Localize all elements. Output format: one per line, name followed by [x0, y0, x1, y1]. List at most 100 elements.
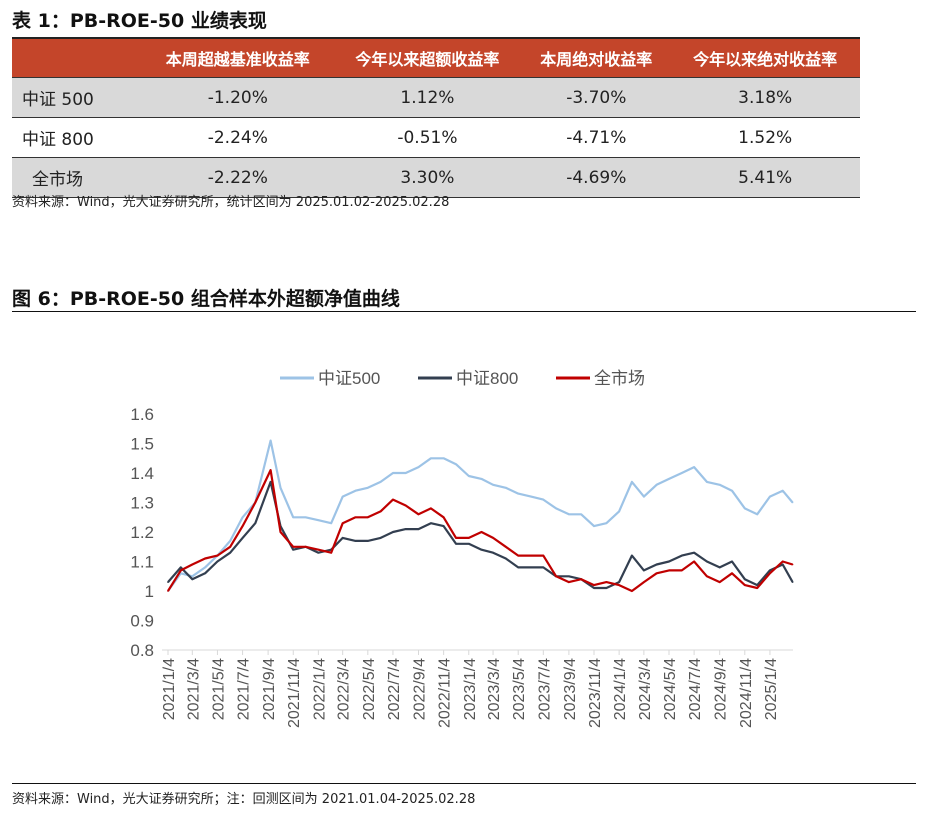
- y-tick-label: 1.1: [130, 553, 154, 572]
- data-point: [216, 560, 219, 563]
- data-point: [542, 566, 545, 569]
- row-label: 全市场: [12, 157, 143, 198]
- data-point: [442, 457, 445, 460]
- data-point: [330, 551, 332, 554]
- y-tick-label: 0.8: [130, 641, 154, 660]
- data-point: [241, 525, 244, 527]
- data-point: [655, 572, 658, 575]
- data-point: [693, 551, 695, 554]
- data-point: [341, 522, 344, 524]
- data-point: [179, 569, 182, 572]
- x-tick-label: 2023/3/4: [486, 658, 503, 720]
- data-point: [593, 525, 595, 527]
- data-point: [392, 531, 394, 533]
- data-point: [605, 522, 608, 524]
- y-tick-label: 1.5: [130, 435, 154, 454]
- data-point: [367, 540, 369, 542]
- data-point: [555, 575, 557, 578]
- data-point: [304, 545, 307, 548]
- data-point: [467, 537, 470, 539]
- data-point: [618, 581, 620, 583]
- data-point: [655, 563, 658, 566]
- data-point: [530, 554, 532, 557]
- data-point: [492, 537, 494, 539]
- y-tick-label: 1: [145, 582, 154, 601]
- table-title: 表 1：PB-ROE-50 业绩表现: [12, 10, 267, 32]
- data-point: [354, 540, 357, 542]
- data-point: [480, 531, 483, 533]
- data-point: [593, 587, 595, 589]
- legend-label: 中证800: [456, 369, 518, 388]
- data-point: [204, 557, 206, 560]
- data-point: [467, 543, 470, 545]
- series-line-2: [167, 480, 794, 590]
- data-point: [530, 495, 532, 498]
- performance-table: 本周超越基准收益率 今年以来超额收益率 本周绝对收益率 今年以来绝对收益率 中证…: [12, 37, 860, 198]
- data-point: [580, 513, 583, 516]
- data-point: [756, 584, 758, 586]
- x-tick-label: 2022/7/4: [386, 658, 403, 720]
- data-point: [367, 516, 369, 519]
- data-point: [756, 587, 758, 589]
- x-tick-label: 2023/9/4: [562, 658, 579, 720]
- cell: 1.52%: [670, 117, 860, 158]
- cell: 5.41%: [670, 157, 860, 198]
- data-point: [517, 492, 519, 495]
- data-point: [317, 551, 320, 554]
- header-cell: [12, 37, 143, 78]
- bottom-divider: [12, 783, 916, 784]
- data-point: [744, 584, 746, 586]
- data-point: [693, 560, 695, 563]
- data-point: [706, 575, 708, 578]
- header-cell: 本周超越基准收益率: [143, 37, 333, 78]
- x-tick-label: 2021/9/4: [261, 658, 278, 720]
- data-point: [304, 516, 307, 519]
- x-tick-label: 2023/5/4: [511, 658, 528, 720]
- data-point: [542, 554, 545, 557]
- data-point: [718, 484, 721, 486]
- data-point: [167, 590, 169, 592]
- data-point: [179, 566, 182, 569]
- cell: -3.70%: [522, 77, 671, 118]
- data-point: [517, 554, 519, 557]
- x-tick-label: 2021/7/4: [236, 658, 253, 720]
- data-point: [505, 486, 507, 489]
- cell: -2.22%: [143, 157, 333, 198]
- data-point: [580, 578, 583, 580]
- series-line-3: [167, 469, 793, 593]
- x-tick-label: 2022/3/4: [336, 658, 353, 720]
- x-tick-label: 2022/9/4: [411, 658, 428, 720]
- data-point: [731, 560, 733, 563]
- x-tick-label: 2022/11/4: [437, 658, 454, 728]
- data-point: [593, 584, 595, 586]
- cell: -4.71%: [522, 117, 671, 158]
- data-point: [317, 519, 320, 521]
- data-point: [769, 569, 771, 572]
- data-point: [442, 525, 445, 527]
- data-point: [568, 513, 570, 516]
- data-point: [791, 581, 794, 583]
- data-point: [367, 486, 369, 489]
- data-point: [605, 581, 608, 583]
- x-tick-label: 2024/7/4: [687, 658, 704, 720]
- data-point: [455, 463, 457, 465]
- data-point: [279, 486, 282, 489]
- y-tick-label: 0.9: [130, 612, 154, 631]
- data-point: [618, 584, 620, 586]
- x-tick-label: 2022/5/4: [361, 658, 378, 720]
- cell: 1.12%: [332, 77, 523, 118]
- data-point: [542, 498, 545, 501]
- data-point: [229, 540, 232, 542]
- data-point: [769, 572, 771, 575]
- data-point: [555, 507, 557, 510]
- data-point: [430, 522, 432, 524]
- data-point: [568, 581, 570, 583]
- data-point: [379, 537, 382, 539]
- row-label: 中证 500: [12, 77, 143, 118]
- figure-source: 资料来源：Wind，光大证券研究所；注：回测区间为 2021.01.04-202…: [12, 792, 476, 807]
- data-point: [191, 563, 194, 566]
- data-point: [643, 569, 645, 572]
- data-point: [292, 548, 295, 551]
- cell: -0.51%: [332, 117, 523, 158]
